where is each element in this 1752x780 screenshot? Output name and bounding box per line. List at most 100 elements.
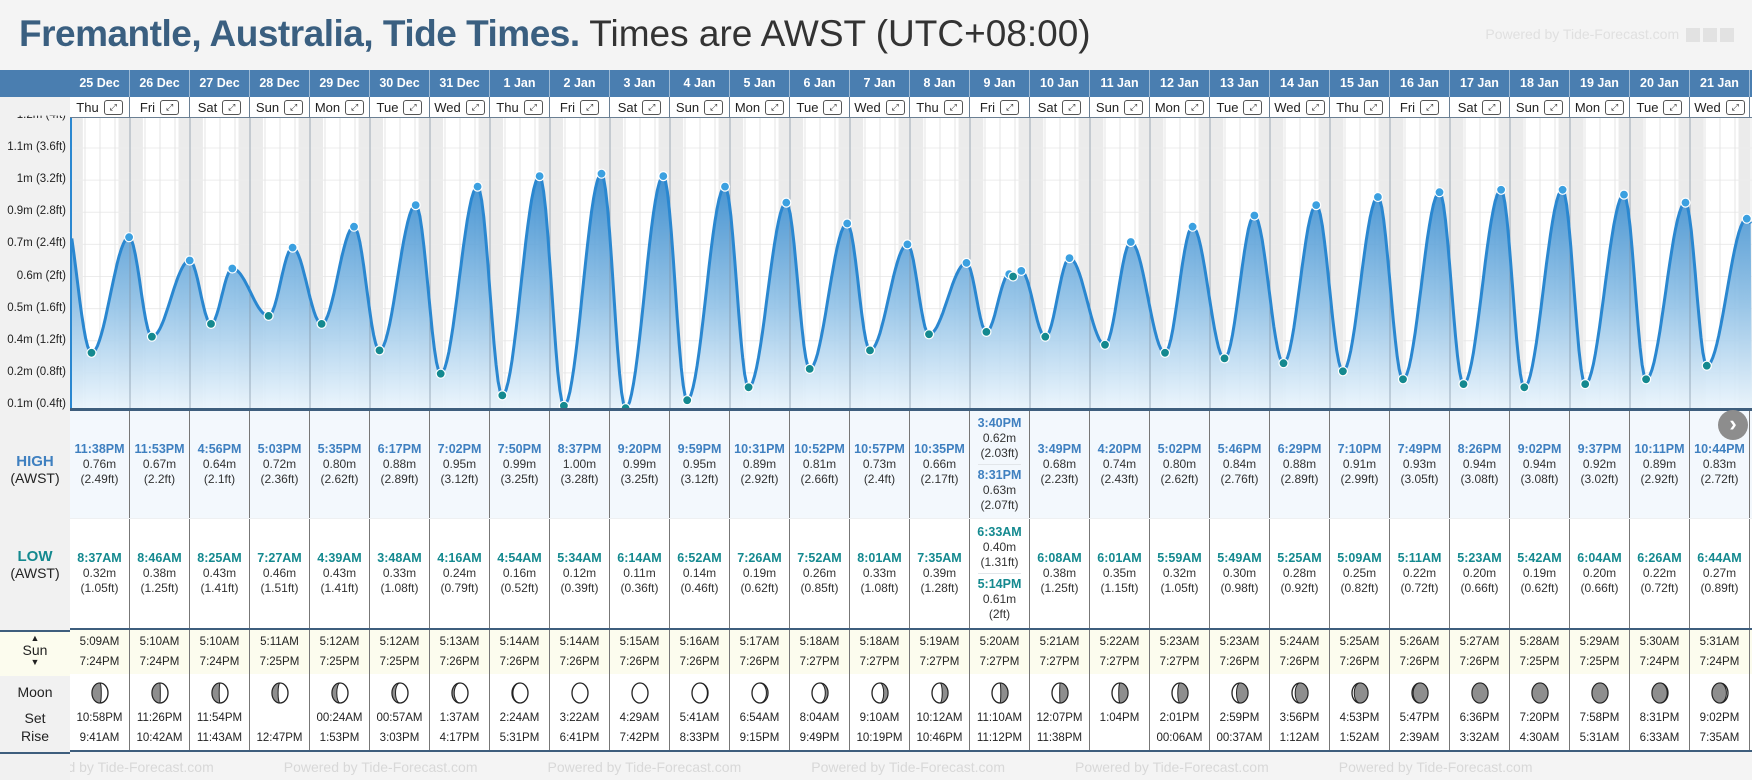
expand-day-button[interactable]: ⤢	[1000, 100, 1019, 115]
tide-height-ft: (1.31ft)	[977, 555, 1021, 570]
high-tide-point[interactable]	[1017, 266, 1026, 275]
low-tide-event: 7:52AM 0.26m (0.85ft)	[797, 551, 841, 596]
next-page-button[interactable]: ›	[1718, 410, 1748, 440]
expand-day-button[interactable]: ⤢	[765, 100, 784, 115]
high-tide-point[interactable]	[962, 258, 971, 267]
high-tide-point[interactable]	[125, 233, 134, 242]
expand-day-button[interactable]: ⤢	[944, 100, 963, 115]
high-tide-point[interactable]	[597, 169, 606, 178]
expand-day-button[interactable]: ⤢	[1243, 100, 1262, 115]
low-tide-point[interactable]	[925, 330, 934, 339]
high-tide-point[interactable]	[535, 172, 544, 181]
low-tide-point[interactable]	[683, 396, 692, 405]
expand-day-button[interactable]: ⤢	[1124, 100, 1143, 115]
low-tide-point[interactable]	[1520, 383, 1529, 392]
moon-cell: 2:01PM 00:06AM	[1150, 674, 1210, 750]
low-tide-point[interactable]	[1702, 361, 1711, 370]
day-header: Tue ⤢	[1210, 97, 1270, 117]
low-tide-point[interactable]	[1459, 380, 1468, 389]
high-tide-point[interactable]	[1742, 214, 1751, 223]
expand-day-button[interactable]: ⤢	[160, 100, 179, 115]
moonrise-time: 7:35AM	[1690, 728, 1749, 748]
date-header: 14 Jan	[1270, 70, 1330, 97]
expand-day-button[interactable]: ⤢	[1726, 100, 1745, 115]
high-tide-point[interactable]	[1620, 190, 1629, 199]
high-tide-point[interactable]	[350, 222, 359, 231]
expand-day-button[interactable]: ⤢	[823, 100, 842, 115]
low-tide-point[interactable]	[866, 346, 875, 355]
high-tide-point[interactable]	[1435, 188, 1444, 197]
sunset-time: 7:27PM	[970, 652, 1029, 672]
low-tide-point[interactable]	[1338, 367, 1347, 376]
low-tide-point[interactable]	[805, 364, 814, 373]
low-tide-point[interactable]	[1220, 354, 1229, 363]
low-tide-point[interactable]	[1642, 375, 1651, 384]
expand-day-button[interactable]: ⤢	[1605, 100, 1624, 115]
high-tide-point[interactable]	[1065, 254, 1074, 263]
expand-day-button[interactable]: ⤢	[1420, 100, 1439, 115]
low-tide-point[interactable]	[1041, 332, 1050, 341]
low-tide-point[interactable]	[207, 319, 216, 328]
expand-day-button[interactable]: ⤢	[466, 100, 485, 115]
tide-height-ft: (0.39ft)	[557, 581, 601, 596]
high-tide-point[interactable]	[782, 198, 791, 207]
high-tide-point[interactable]	[1558, 185, 1567, 194]
high-tide-point[interactable]	[411, 201, 420, 210]
high-tide-point[interactable]	[1188, 222, 1197, 231]
expand-day-button[interactable]: ⤢	[222, 100, 241, 115]
low-tide-point[interactable]	[498, 391, 507, 400]
high-tide-point[interactable]	[185, 256, 194, 265]
date-header: 20 Jan	[1630, 70, 1690, 97]
expand-icon: ⤢	[472, 102, 479, 112]
expand-day-button[interactable]: ⤢	[284, 100, 303, 115]
low-tide-point[interactable]	[375, 346, 384, 355]
low-tide-point[interactable]	[87, 348, 96, 357]
expand-day-button[interactable]: ⤢	[1062, 100, 1081, 115]
high-tide-point[interactable]	[903, 240, 912, 249]
expand-day-button[interactable]: ⤢	[886, 100, 905, 115]
low-tide-point[interactable]	[317, 319, 326, 328]
low-tide-point[interactable]	[147, 332, 156, 341]
high-tide-event: 10:52PM 0.81m (2.66ft)	[794, 442, 845, 487]
high-tide-point[interactable]	[1497, 185, 1506, 194]
expand-day-button[interactable]: ⤢	[1364, 100, 1383, 115]
low-tide-point[interactable]	[1161, 348, 1170, 357]
high-tide-point[interactable]	[1312, 201, 1321, 210]
high-tide-point[interactable]	[473, 182, 482, 191]
expand-day-button[interactable]: ⤢	[1185, 100, 1204, 115]
expand-day-button[interactable]: ⤢	[104, 100, 123, 115]
high-tide-point[interactable]	[228, 264, 237, 273]
expand-day-button[interactable]: ⤢	[1482, 100, 1501, 115]
low-tide-point[interactable]	[264, 311, 273, 320]
low-tide-point[interactable]	[1581, 380, 1590, 389]
low-tide-point[interactable]	[1009, 272, 1018, 281]
high-tide-point[interactable]	[1250, 211, 1259, 220]
high-tide-point[interactable]	[659, 172, 668, 181]
expand-day-button[interactable]: ⤢	[704, 100, 723, 115]
low-tide-point[interactable]	[744, 383, 753, 392]
high-tide-point[interactable]	[1373, 193, 1382, 202]
expand-day-button[interactable]: ⤢	[1306, 100, 1325, 115]
tide-height-ft: (1.25ft)	[1037, 581, 1081, 596]
low-tide-point[interactable]	[436, 369, 445, 378]
expand-day-button[interactable]: ⤢	[345, 100, 364, 115]
tide-height-ft: (1.28ft)	[917, 581, 961, 596]
expand-day-button[interactable]: ⤢	[580, 100, 599, 115]
expand-day-button[interactable]: ⤢	[1544, 100, 1563, 115]
expand-day-button[interactable]: ⤢	[403, 100, 422, 115]
low-tide-point[interactable]	[559, 401, 568, 408]
expand-day-button[interactable]: ⤢	[642, 100, 661, 115]
low-tide-point[interactable]	[1279, 359, 1288, 368]
expand-day-button[interactable]: ⤢	[1663, 100, 1682, 115]
high-tide-point[interactable]	[1681, 198, 1690, 207]
low-tide-point[interactable]	[1101, 340, 1110, 349]
high-tide-point[interactable]	[1126, 238, 1135, 247]
low-tide-point[interactable]	[982, 327, 991, 336]
low-tide-point[interactable]	[1399, 375, 1408, 384]
high-tide-point[interactable]	[288, 243, 297, 252]
expand-day-button[interactable]: ⤢	[524, 100, 543, 115]
low-tide-point[interactable]	[621, 404, 630, 408]
low-tide-cell: 7:52AM 0.26m (0.85ft)	[790, 519, 850, 628]
high-tide-point[interactable]	[721, 182, 730, 191]
high-tide-point[interactable]	[843, 219, 852, 228]
